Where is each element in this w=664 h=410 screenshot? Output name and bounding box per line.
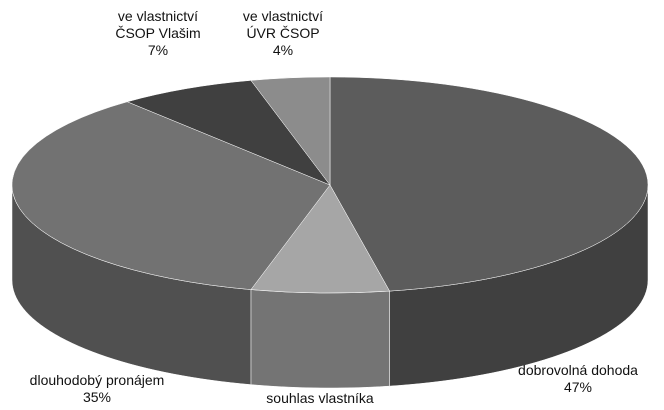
slice-value-label: 4% (272, 42, 294, 58)
pie-slice (126, 80, 331, 186)
pie-slice (329, 76, 649, 292)
pie-slice (11, 101, 331, 290)
slice-label: souhlas vlastníka (266, 390, 374, 406)
slice-value-label: 47% (563, 379, 593, 395)
pie-slice (250, 76, 331, 186)
slice-value-label: 35% (82, 389, 112, 405)
pie-side (250, 289, 390, 389)
slice-label: ve vlastnictví ČSOP Vlašim (115, 8, 201, 41)
slice-value-label: 7% (147, 42, 169, 58)
pie-slice (250, 184, 390, 294)
slice-label: ve vlastnictví ÚVR ČSOP (242, 8, 324, 41)
slice-label: dobrovolná dohoda (518, 362, 638, 378)
slice-label: dlouhodobý pronájem (29, 372, 165, 388)
